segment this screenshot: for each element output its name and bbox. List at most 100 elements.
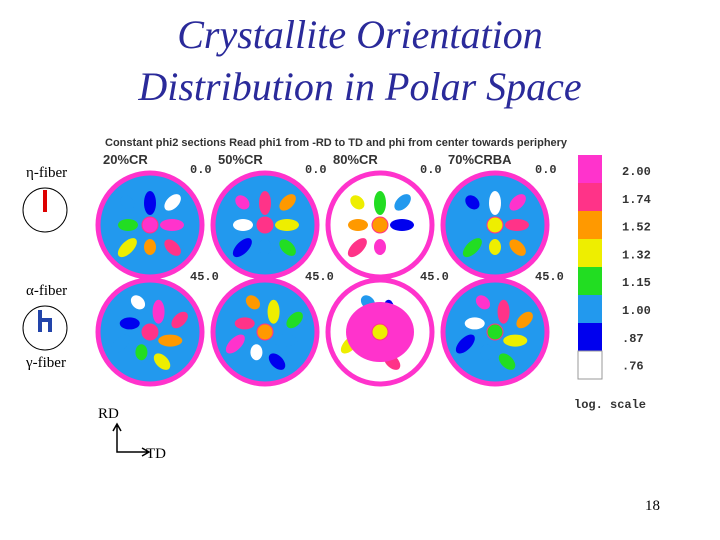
- blob: [394, 239, 411, 256]
- blob: [509, 239, 526, 256]
- blob: [232, 238, 252, 258]
- figure-header: Constant phi2 sections Read phi1 from -R…: [105, 137, 568, 149]
- blob: [130, 295, 146, 310]
- blob: [374, 239, 386, 255]
- pole-figure: [95, 170, 205, 280]
- legend-value: 2.00: [622, 165, 651, 179]
- blob: [259, 191, 271, 215]
- fiber-label: α-fiber: [26, 283, 67, 299]
- section-label: 45.0: [535, 270, 564, 284]
- blob: [144, 239, 156, 255]
- legend-swatch: [578, 267, 602, 295]
- blob: [463, 219, 483, 231]
- blob: [505, 219, 529, 231]
- blob: [164, 239, 181, 256]
- blob: [245, 295, 261, 310]
- pole-figure: [440, 277, 550, 387]
- section-label: 0.0: [305, 163, 327, 177]
- blob: [144, 191, 156, 215]
- blob: [158, 334, 183, 347]
- center-spot: [486, 216, 504, 234]
- blob: [350, 195, 365, 210]
- blob: [516, 311, 533, 329]
- blob: [234, 317, 255, 330]
- legend-swatch: [578, 323, 602, 351]
- section-label: 45.0: [190, 270, 219, 284]
- blob: [480, 344, 493, 361]
- blob: [160, 219, 184, 231]
- blob: [250, 344, 263, 361]
- section-label: 0.0: [420, 163, 442, 177]
- section-label: 0.0: [190, 163, 212, 177]
- blob: [347, 238, 367, 258]
- blob: [171, 311, 188, 329]
- blob: [286, 311, 303, 329]
- blob: [489, 239, 501, 255]
- sample-label: 50%CR: [218, 152, 263, 167]
- legend-swatch: [577, 350, 603, 380]
- legend-swatch: [578, 239, 602, 267]
- pole-figures: 20%CR 0.0 45.0 50%CR 0.0 45.0 80%CR 0.0 45.0 70%C…: [95, 152, 564, 387]
- section-label: 45.0: [420, 270, 449, 284]
- section-label: 45.0: [305, 270, 334, 284]
- blob: [120, 195, 135, 210]
- legend-value: 1.74: [622, 193, 651, 207]
- center-spot: [141, 216, 159, 234]
- blob: [110, 334, 130, 354]
- axis-label: RD: [98, 406, 119, 422]
- pole-figure: [440, 170, 550, 280]
- blob: [390, 219, 414, 231]
- fiber-icon: [22, 305, 68, 351]
- title-line: Crystallite Orientation: [177, 12, 543, 57]
- blob: [509, 194, 526, 211]
- legend-swatch: [578, 295, 602, 323]
- blob: [268, 353, 286, 370]
- blob: [225, 334, 245, 354]
- blob: [489, 191, 501, 215]
- blob: [394, 194, 411, 211]
- blob: [117, 238, 137, 258]
- center-spot: [371, 216, 389, 234]
- fiber-label: η-fiber: [26, 165, 67, 181]
- blob: [267, 299, 280, 324]
- blob: [465, 195, 480, 210]
- center-spot: [256, 216, 274, 234]
- center-spot: [371, 323, 389, 341]
- pole-figure: [210, 277, 320, 387]
- section-label: 0.0: [535, 163, 557, 177]
- legend-value: 1.32: [622, 248, 651, 262]
- blob: [503, 334, 528, 347]
- pole-figure: [95, 277, 205, 387]
- legend-note: log. scale: [574, 398, 646, 412]
- legend-value: 1.52: [622, 221, 651, 235]
- blob: [233, 219, 253, 231]
- center-spot: [256, 323, 274, 341]
- legend-value: .87: [622, 332, 644, 346]
- blob: [462, 238, 482, 258]
- blob: [275, 219, 299, 231]
- blob: [152, 299, 165, 324]
- title-line: Distribution in Polar Space: [137, 64, 581, 109]
- fiber-label: γ-fiber: [25, 355, 66, 371]
- blob: [498, 353, 516, 370]
- blob: [153, 353, 171, 370]
- center-spot: [486, 323, 504, 341]
- blob: [464, 317, 485, 330]
- legend-value: 1.15: [622, 276, 651, 290]
- blob: [279, 194, 296, 211]
- blob: [348, 219, 368, 231]
- sample-label: 20%CR: [103, 152, 148, 167]
- pole-figure: [210, 170, 320, 280]
- axis-arrows: [112, 422, 151, 457]
- sample-label: 80%CR: [333, 152, 378, 167]
- legend-swatch: [578, 155, 602, 183]
- blob: [259, 239, 271, 255]
- color-legend: 2.00 1.74 1.52 1.32 1.15 1.00 .87 .76: [577, 155, 651, 380]
- legend-value: .76: [622, 360, 644, 374]
- legend-swatch: [578, 211, 602, 239]
- axis-label: TD: [146, 446, 166, 462]
- pole-figure: [325, 277, 435, 387]
- legend-swatch: [578, 183, 602, 211]
- sample-label: 70%CRBA: [448, 152, 512, 167]
